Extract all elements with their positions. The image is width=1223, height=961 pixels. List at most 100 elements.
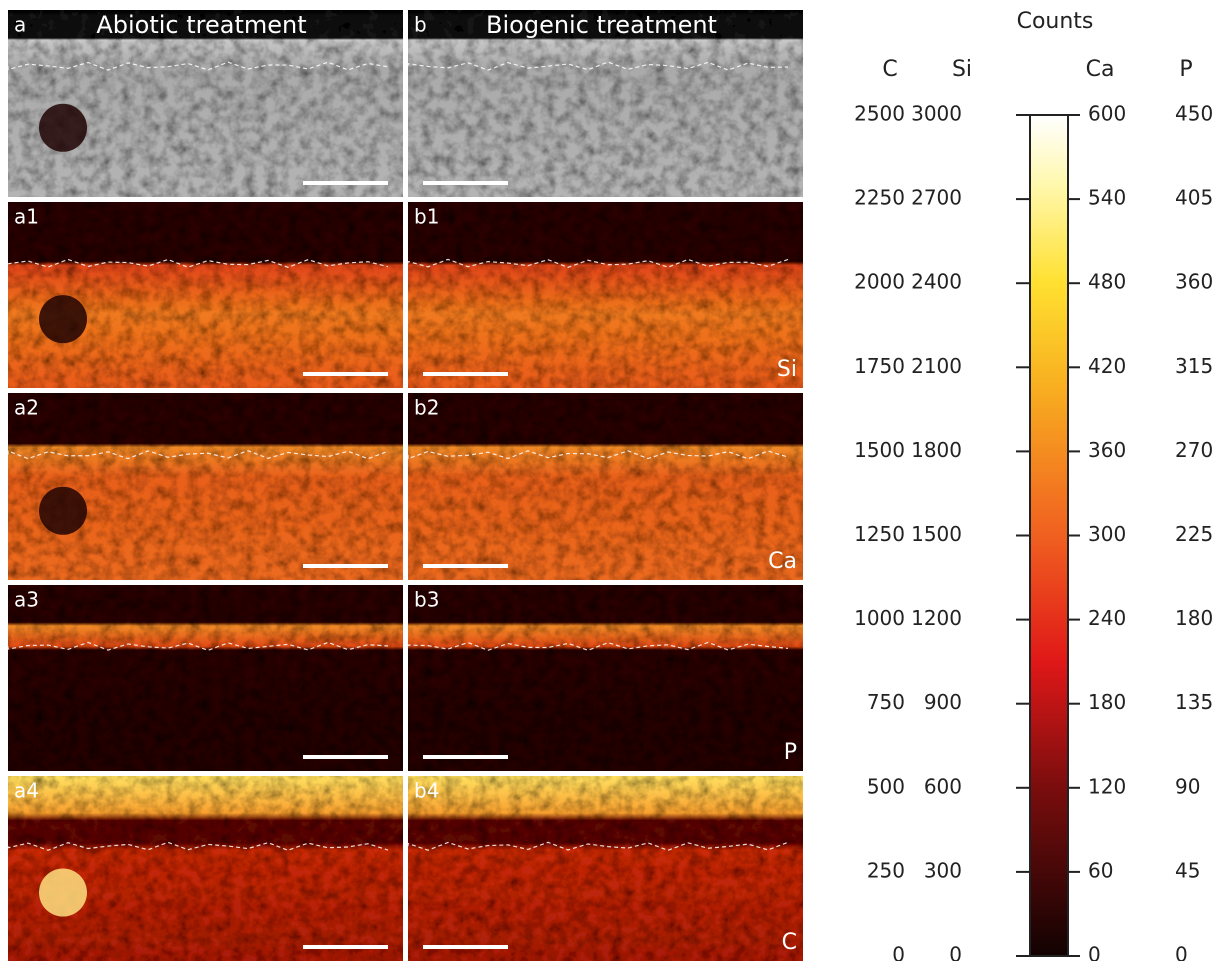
element-label: P xyxy=(784,740,797,765)
image-panel: b1 Si xyxy=(407,202,803,388)
image-panel: a3 xyxy=(7,585,403,771)
tick-label: 540 xyxy=(1088,186,1126,210)
tick-label: 0 xyxy=(892,943,905,961)
tick-label: 500 xyxy=(867,774,905,798)
tick-label: 2700 xyxy=(911,186,962,210)
interface-line xyxy=(7,450,389,460)
interface-line xyxy=(7,258,389,268)
interface-line xyxy=(407,450,789,460)
tick-label: 360 xyxy=(1175,270,1213,294)
tick-label: 3000 xyxy=(911,102,962,126)
tick-label: 2000 xyxy=(854,270,905,294)
element-label: Ca xyxy=(768,549,797,574)
tick-label: 45 xyxy=(1175,858,1200,882)
tick-label: 480 xyxy=(1088,270,1126,294)
tick-label: 2100 xyxy=(911,354,962,378)
tick-label: 180 xyxy=(1175,606,1213,630)
colorbar-gradient xyxy=(1029,114,1069,957)
tick-label: 0 xyxy=(949,943,962,961)
image-panel: a2 xyxy=(7,393,403,580)
panel-label: a2 xyxy=(14,396,39,420)
panel-label: b2 xyxy=(414,396,439,420)
image-panel: b4 C xyxy=(407,776,803,961)
tick-label: 900 xyxy=(924,690,962,714)
tick-label: 405 xyxy=(1175,186,1213,210)
tick-label: 60 xyxy=(1088,858,1113,882)
colorbar-title: Counts xyxy=(1017,9,1094,34)
scale-name: Ca xyxy=(1086,57,1115,82)
tick-label: 300 xyxy=(924,858,962,882)
tick-label: 2500 xyxy=(854,102,905,126)
pore xyxy=(39,103,87,152)
image-panel: a4 xyxy=(7,776,403,961)
panel-image xyxy=(408,776,803,961)
interface-line xyxy=(407,258,789,268)
element-label: C xyxy=(782,930,797,955)
tick-label: 450 xyxy=(1175,102,1213,126)
panel-label: b xyxy=(414,13,427,37)
scale-name: C xyxy=(882,57,897,82)
tick-label: 300 xyxy=(1088,522,1126,546)
tick-label: 120 xyxy=(1088,774,1126,798)
panel-image xyxy=(8,202,403,388)
panel-label: a1 xyxy=(14,205,39,229)
tick-label: 180 xyxy=(1088,690,1126,714)
tick-label: 270 xyxy=(1175,438,1213,462)
tick-label: 240 xyxy=(1088,606,1126,630)
tick-label: 1500 xyxy=(911,522,962,546)
panel-label: b3 xyxy=(414,588,439,612)
tick-label: 600 xyxy=(1088,102,1126,126)
panel-image xyxy=(408,585,803,771)
tick-label: 600 xyxy=(924,774,962,798)
pore xyxy=(39,868,87,917)
tick-label: 1800 xyxy=(911,438,962,462)
panel-image xyxy=(408,10,803,197)
panel-label: a xyxy=(14,13,26,37)
tick-label: 1750 xyxy=(854,354,905,378)
image-panel: b Biogenic treatment xyxy=(407,10,803,197)
panel-image xyxy=(408,202,803,388)
tick-label: 0 xyxy=(1175,943,1188,961)
panel-label: b4 xyxy=(414,779,439,803)
tick-label: 250 xyxy=(867,858,905,882)
tick-label: 1500 xyxy=(854,438,905,462)
interface-line xyxy=(407,61,789,71)
tick-label: 135 xyxy=(1175,690,1213,714)
tick-label: 2400 xyxy=(911,270,962,294)
tick-label: 750 xyxy=(867,690,905,714)
interface-line xyxy=(7,841,389,851)
colorbar: Counts C02505007501000125015001750200022… xyxy=(854,9,1213,961)
panel-title: Biogenic treatment xyxy=(486,11,717,39)
interface-line xyxy=(407,641,789,651)
interface-line xyxy=(407,841,789,851)
tick-label: 90 xyxy=(1175,774,1200,798)
pore xyxy=(39,295,87,344)
pore xyxy=(39,486,87,535)
panel-title: Abiotic treatment xyxy=(96,11,306,39)
panel-label: a3 xyxy=(14,588,39,612)
panel-image xyxy=(8,776,403,961)
panel-image xyxy=(408,393,803,580)
image-panel: b3 P xyxy=(407,585,803,771)
tick-label: 360 xyxy=(1088,438,1126,462)
scale-name: Si xyxy=(952,57,972,82)
interface-line xyxy=(7,641,389,652)
tick-label: 2250 xyxy=(854,186,905,210)
interface-line xyxy=(7,61,389,71)
panel-label: a4 xyxy=(14,779,39,803)
tick-label: 1000 xyxy=(854,606,905,630)
image-panel: a1 xyxy=(7,202,403,388)
image-panel: a Abiotic treatment xyxy=(7,10,403,197)
panel-image xyxy=(8,10,403,197)
scale-name: P xyxy=(1179,57,1192,82)
tick-label: 1200 xyxy=(911,606,962,630)
panels: a Abiotic treatment b Biogenic treatment a1 b… xyxy=(7,10,803,961)
image-panel: b2 Ca xyxy=(407,393,803,580)
tick-label: 1250 xyxy=(854,522,905,546)
panel-label: b1 xyxy=(414,205,439,229)
tick-label: 315 xyxy=(1175,354,1213,378)
tick-label: 225 xyxy=(1175,522,1213,546)
panel-image xyxy=(8,585,403,771)
panel-image xyxy=(8,393,403,580)
